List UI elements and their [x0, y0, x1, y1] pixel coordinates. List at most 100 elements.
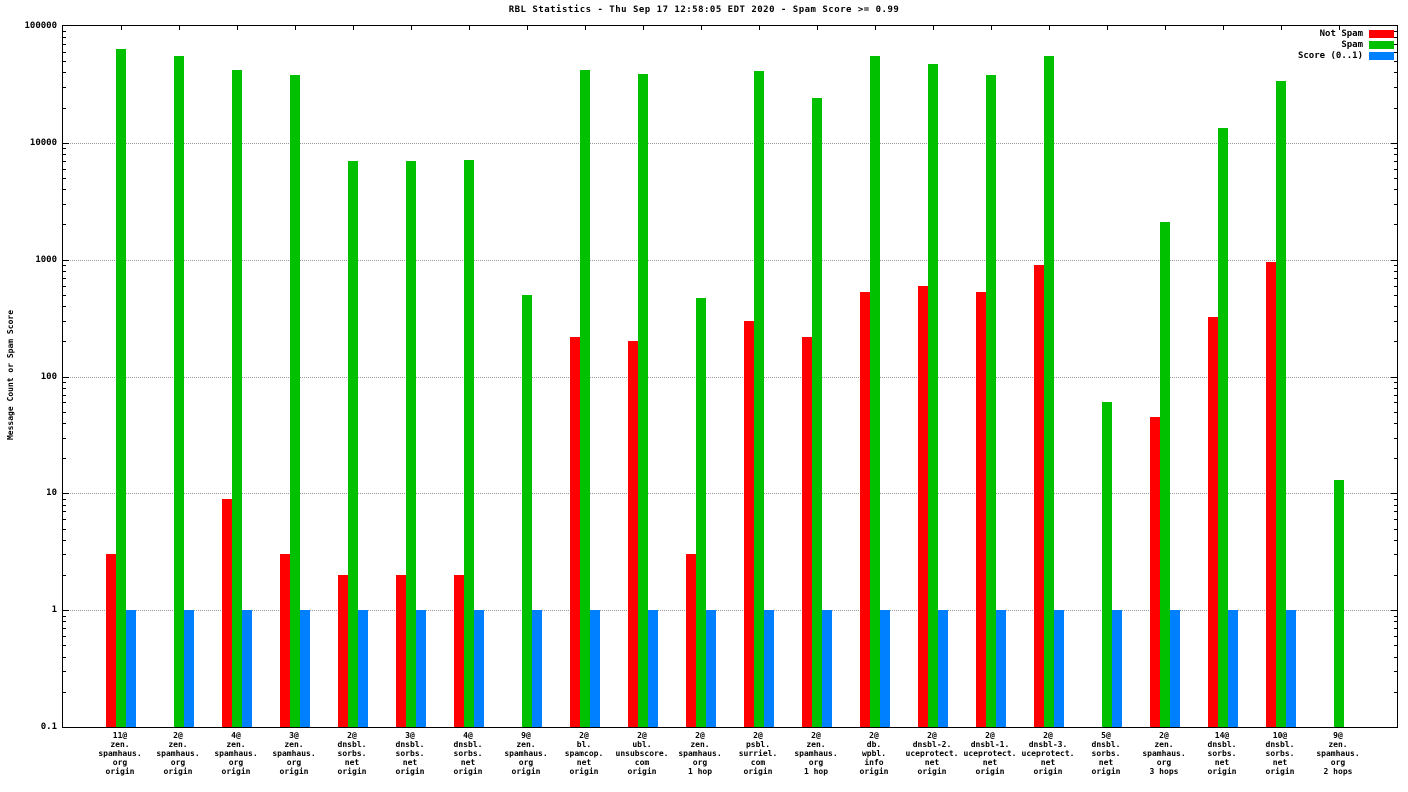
x-tick-mark [932, 26, 934, 30]
y-tick-mark [63, 189, 66, 191]
y-tick-mark [1394, 422, 1397, 424]
y-tick-mark [63, 168, 66, 170]
y-tick-label: 1000 [35, 254, 57, 265]
bar-score-0-1 [590, 610, 600, 727]
bar-not-spam [280, 554, 290, 727]
y-tick-mark [63, 178, 66, 179]
bar-score-0-1 [300, 610, 310, 727]
x-axis-category-label: 14@ dnsbl. sorbs. net origin [1207, 731, 1237, 776]
y-tick-mark [1394, 189, 1397, 191]
y-tick-mark [63, 437, 66, 439]
y-tick-mark [63, 621, 66, 623]
y-tick-mark [63, 671, 66, 673]
x-axis-category-label: 2@ bl. spamcop. net origin [564, 731, 604, 776]
y-tick-mark [1394, 554, 1397, 556]
x-axis-category-label: 2@ dnsbl. sorbs. net origin [337, 731, 367, 776]
bar-not-spam [454, 575, 464, 727]
y-tick-mark [63, 628, 66, 630]
legend-entry-not-spam: Not Spam [1298, 29, 1394, 39]
y-tick-mark [1394, 645, 1397, 647]
x-axis-category-label: 2@ zen. spamhaus. org 1 hop [678, 731, 722, 776]
y-tick-mark [63, 37, 66, 39]
x-axis-category-label: 10@ dnsbl. sorbs. net origin [1265, 731, 1295, 776]
bar-spam [1276, 80, 1286, 727]
y-tick-mark [1394, 320, 1397, 322]
y-tick-mark [1394, 265, 1397, 266]
y-tick-mark [63, 270, 66, 272]
y-tick-mark [63, 320, 66, 322]
bar-spam [1102, 402, 1112, 727]
bar-not-spam [976, 291, 986, 727]
bar-not-spam [918, 286, 928, 727]
bar-score-0-1 [358, 610, 368, 727]
bar-score-0-1 [648, 610, 658, 727]
x-axis-category-label: 9@ zen. spamhaus. org origin [504, 731, 548, 776]
x-axis-category-label: 2@ db. wpbl. info origin [859, 731, 889, 776]
y-tick-mark [1394, 341, 1397, 343]
y-tick-mark [1391, 259, 1397, 261]
bar-score-0-1 [1170, 610, 1180, 727]
x-tick-mark [584, 26, 586, 30]
bar-score-0-1 [416, 610, 426, 727]
y-tick-mark [1394, 402, 1397, 404]
y-tick-label: 1 [51, 605, 57, 616]
y-tick-mark [63, 44, 66, 46]
y-tick-mark [63, 422, 66, 424]
y-tick-mark [1394, 511, 1397, 513]
y-tick-mark [63, 615, 66, 617]
x-tick-mark [1280, 26, 1282, 30]
legend-swatch [1369, 51, 1394, 60]
y-tick-mark [63, 224, 66, 226]
bar-spam [1044, 56, 1054, 727]
legend-entry-score-0-1: Score (0..1) [1298, 51, 1394, 61]
x-tick-mark [526, 26, 528, 30]
bar-spam [580, 70, 590, 727]
y-tick-mark [1394, 203, 1397, 205]
y-tick-mark [63, 636, 66, 638]
bar-score-0-1 [474, 610, 484, 727]
bar-not-spam [744, 320, 754, 727]
bar-spam [870, 56, 880, 727]
x-tick-mark [468, 26, 470, 30]
bar-spam [1160, 222, 1170, 727]
x-axis-category-label: 3@ dnsbl. sorbs. net origin [395, 731, 425, 776]
bar-not-spam [396, 575, 406, 727]
y-tick-mark [1394, 31, 1397, 33]
y-tick-mark [1394, 528, 1397, 530]
y-tick-mark [1394, 621, 1397, 623]
bar-not-spam [1034, 265, 1044, 727]
y-tick-mark [1394, 498, 1397, 500]
x-axis-category-label: 2@ ubl. unsubscore. com origin [615, 731, 669, 776]
y-tick-mark [63, 376, 69, 378]
x-tick-mark [642, 26, 644, 30]
y-tick-mark [63, 411, 66, 413]
y-tick-mark [63, 381, 66, 383]
y-tick-mark [1394, 394, 1397, 396]
bar-score-0-1 [242, 610, 252, 727]
y-tick-mark [1394, 72, 1397, 74]
y-tick-mark [1394, 387, 1397, 389]
y-tick-mark [1394, 574, 1397, 576]
y-tick-mark [1394, 148, 1397, 150]
y-tick-mark [63, 645, 66, 647]
bar-spam [754, 71, 764, 727]
y-tick-mark [63, 402, 66, 404]
gridline [63, 376, 1397, 378]
gridline [63, 610, 1397, 612]
x-axis-category-label: 2@ dnsbl-1. uceprotect. net origin [963, 731, 1017, 776]
y-tick-mark [63, 656, 66, 658]
x-tick-mark [410, 26, 412, 30]
y-tick-mark [63, 61, 66, 63]
bar-not-spam [570, 336, 580, 727]
y-tick-mark [63, 265, 66, 266]
y-tick-mark [63, 142, 69, 144]
bar-spam [638, 73, 648, 727]
x-axis-category-label: 2@ zen. spamhaus. org 1 hop [794, 731, 838, 776]
bar-score-0-1 [1054, 610, 1064, 727]
y-tick-mark [63, 574, 66, 576]
bar-score-0-1 [184, 610, 194, 727]
y-tick-mark [1394, 160, 1397, 162]
bar-not-spam [686, 554, 696, 727]
y-tick-mark [1394, 178, 1397, 179]
y-tick-mark [1391, 142, 1397, 144]
